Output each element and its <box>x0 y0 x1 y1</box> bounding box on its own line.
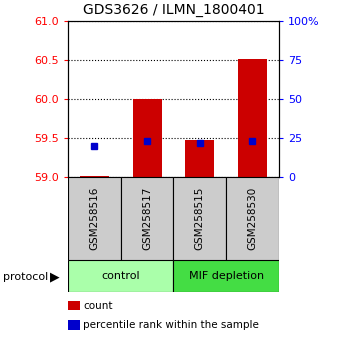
Text: MIF depletion: MIF depletion <box>189 271 264 281</box>
Text: ▶: ▶ <box>50 270 60 283</box>
Bar <box>173 260 279 292</box>
Bar <box>68 177 121 260</box>
Text: percentile rank within the sample: percentile rank within the sample <box>83 320 259 330</box>
Text: control: control <box>101 271 140 281</box>
Bar <box>133 99 161 177</box>
Bar <box>121 177 173 260</box>
Text: GSM258515: GSM258515 <box>195 187 205 250</box>
Text: GSM258516: GSM258516 <box>89 187 99 250</box>
Text: GSM258530: GSM258530 <box>248 187 257 250</box>
Text: count: count <box>83 301 113 310</box>
Bar <box>173 177 226 260</box>
Bar <box>185 139 214 177</box>
Bar <box>226 177 279 260</box>
Bar <box>238 59 267 177</box>
Bar <box>80 176 109 177</box>
Title: GDS3626 / ILMN_1800401: GDS3626 / ILMN_1800401 <box>83 4 264 17</box>
Bar <box>68 260 173 292</box>
Text: protocol: protocol <box>3 272 49 282</box>
Text: GSM258517: GSM258517 <box>142 187 152 250</box>
